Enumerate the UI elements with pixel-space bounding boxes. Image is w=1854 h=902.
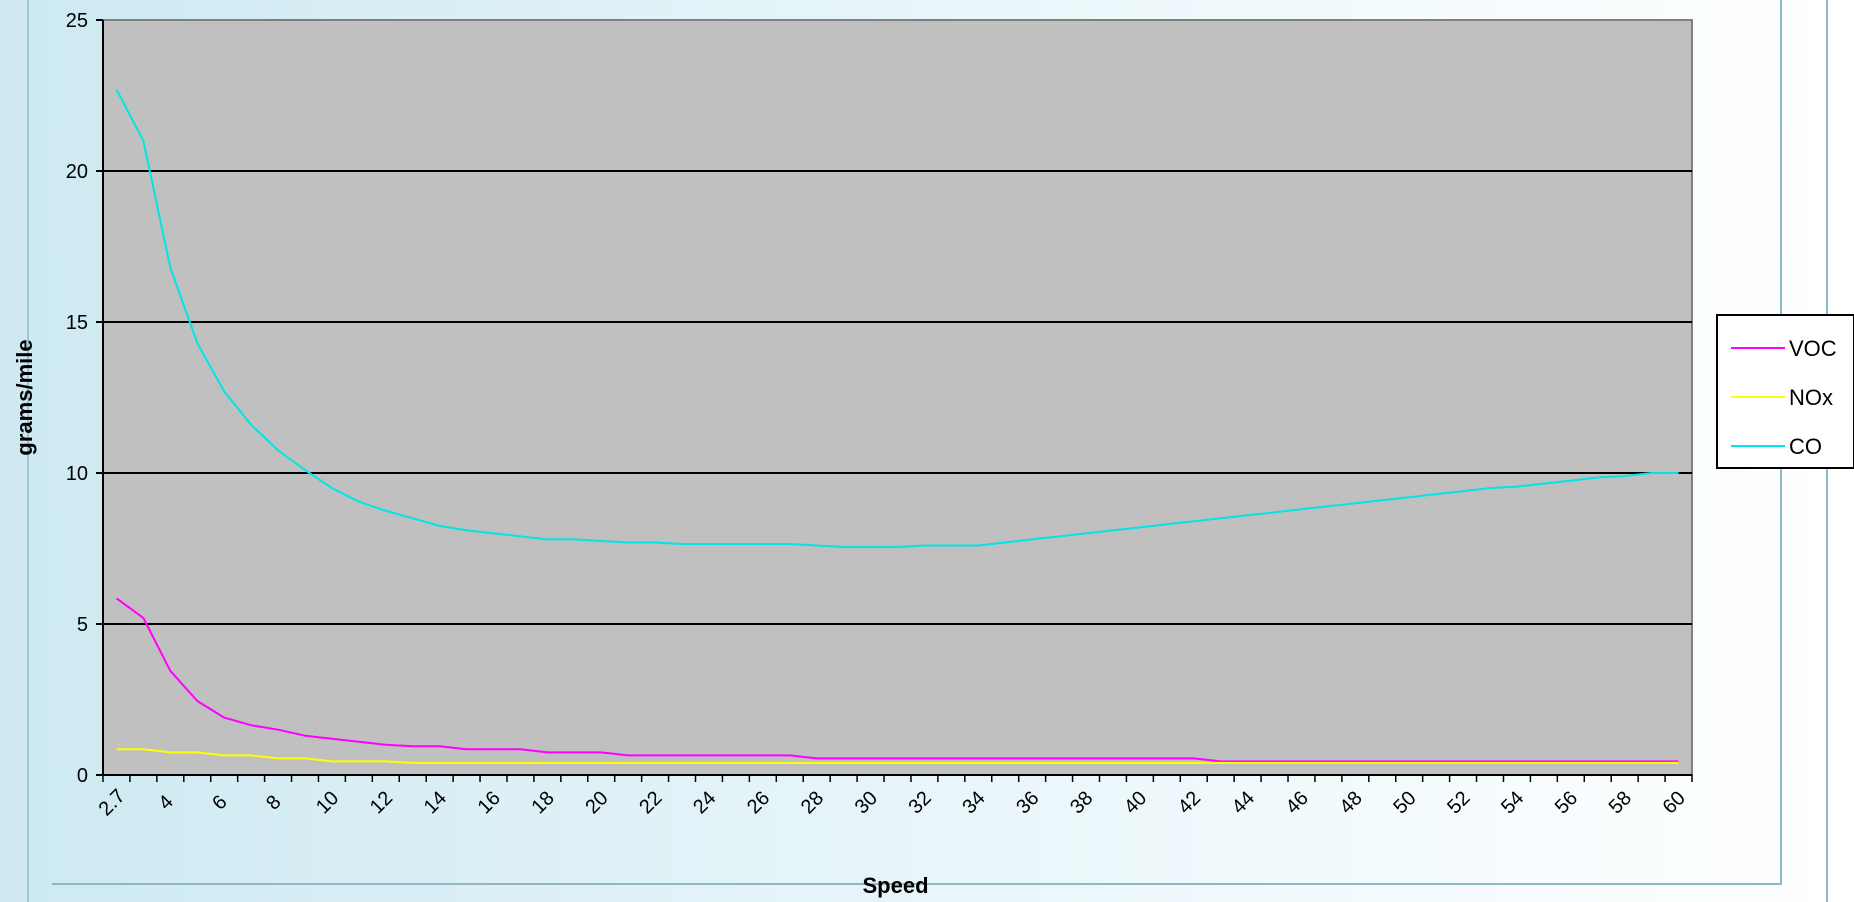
y-axis-ticks: 0 5 10 15 20 25: [66, 10, 103, 787]
x-tick-label-60: 60: [1659, 787, 1690, 818]
y-tick-label-10: 10: [66, 463, 88, 485]
x-tick-label-54: 54: [1497, 787, 1528, 818]
data-series: [115, 89, 1679, 764]
x-tick-label-6: 6: [208, 791, 231, 814]
x-tick-label-10: 10: [312, 787, 343, 818]
x-tick-label-46: 46: [1282, 787, 1313, 818]
x-tick-label-8: 8: [262, 791, 285, 814]
y-tick-label-5: 5: [77, 614, 88, 636]
x-tick-label-34: 34: [958, 787, 989, 818]
x-tick-label-44: 44: [1228, 787, 1259, 818]
series-line-voc: [115, 597, 1679, 763]
x-axis-title: Speed: [862, 873, 928, 898]
y-tick-label-15: 15: [66, 312, 88, 334]
slide-left-border-strip: [0, 0, 29, 902]
x-tick-label-22: 22: [635, 787, 666, 818]
gridlines: [103, 170, 1692, 625]
series-line-nox: [116, 748, 1679, 764]
legend-box: [1716, 314, 1854, 469]
legend-label-nox: NOx: [1789, 385, 1833, 410]
x-tick-label-58: 58: [1605, 787, 1636, 818]
x-tick-label-56: 56: [1551, 787, 1582, 818]
y-tick-label-25: 25: [66, 10, 88, 32]
slide-frame-bottom-line: [52, 883, 1782, 885]
x-tick-label-12: 12: [366, 787, 397, 818]
x-tick-label-38: 38: [1066, 787, 1097, 818]
y-axis-title: grams/mile: [12, 339, 37, 455]
x-tick-label-32: 32: [905, 787, 936, 818]
x-tick-label-52: 52: [1443, 787, 1474, 818]
legend-label-co: CO: [1789, 434, 1822, 459]
x-axis-ticks: 2.7 4 6 8 10 12 14 16 18 20 22 24 26 28 30 32 34 36 38 40 42…: [95, 775, 1693, 820]
x-tick-label-14: 14: [420, 787, 451, 818]
legend-label-voc: VOC: [1789, 336, 1837, 361]
x-tick-label-48: 48: [1335, 787, 1366, 818]
x-tick-label-26: 26: [743, 787, 774, 818]
x-tick-label-50: 50: [1389, 787, 1420, 818]
legend: VOC NOx CO: [1716, 314, 1854, 469]
axes: [102, 20, 1692, 776]
x-tick-label-20: 20: [581, 787, 612, 818]
y-tick-label-0: 0: [77, 765, 88, 787]
x-tick-label-40: 40: [1120, 787, 1151, 818]
x-tick-label-2.7: 2.7: [95, 785, 130, 820]
x-tick-label-28: 28: [797, 787, 828, 818]
plot-area: [102, 19, 1693, 776]
series-line-co: [115, 89, 1679, 548]
x-tick-label-30: 30: [851, 787, 882, 818]
y-tick-label-20: 20: [66, 161, 88, 183]
x-tick-label-42: 42: [1174, 787, 1205, 818]
x-tick-label-24: 24: [689, 787, 720, 818]
x-tick-label-36: 36: [1012, 787, 1043, 818]
x-tick-label-16: 16: [474, 787, 505, 818]
x-tick-label-4: 4: [154, 791, 177, 814]
x-tick-label-18: 18: [527, 787, 558, 818]
